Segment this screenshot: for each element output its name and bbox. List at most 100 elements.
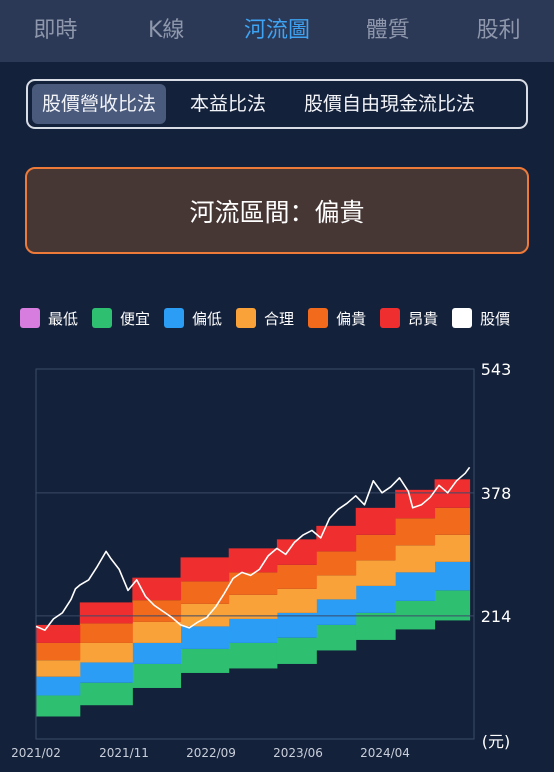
legend-swatch-high	[308, 308, 329, 328]
legend-label-lowest: 最低	[48, 309, 79, 328]
x-axis-ticks: 2021/02 2021/11 2022/09 2023/06 2024/04	[11, 746, 410, 760]
x-tick-label-0: 2021/02	[11, 746, 61, 760]
y-axis-ticks: 543 378 214	[481, 360, 512, 626]
legend-swatch-expensive	[380, 308, 401, 328]
price-line	[35, 466, 471, 632]
band-segment-1-6	[316, 599, 357, 625]
band-segment-4-3	[180, 557, 230, 582]
method-selector: 股價營收比法 本益比法 股價自由現金流比法	[26, 79, 528, 129]
band-segment-3-1	[79, 623, 133, 643]
band-segment-3-8	[395, 518, 436, 546]
band-segment-0-5	[276, 637, 317, 664]
band-segment-3-6	[316, 551, 357, 576]
x-tick-label-3: 2023/06	[273, 746, 323, 760]
legend-item-fair: 合理	[236, 308, 294, 329]
band-segment-3-7	[355, 534, 396, 561]
tab-dividend[interactable]: 股利	[476, 18, 521, 43]
legend-label-high: 偏貴	[336, 309, 367, 328]
method-price-to-sales[interactable]: 股價營收比法	[32, 84, 167, 124]
band-segment-4-0	[36, 624, 81, 643]
band-segment-1-2	[132, 642, 182, 664]
band-segment-4-7	[355, 507, 396, 535]
band-segment-1-7	[355, 585, 396, 613]
chart-legend: 最低 便宜 偏低 合理 偏貴 昂貴 股價	[20, 306, 524, 330]
legend-item-expensive: 昂貴	[380, 308, 438, 329]
band-segment-0-1	[79, 682, 133, 706]
legend-label-low: 偏低	[192, 309, 223, 328]
band-segment-3-3	[180, 581, 230, 604]
band-segment-2-9	[434, 534, 471, 562]
band-segment-4-4	[228, 548, 278, 573]
y-tick-label-2: 214	[481, 607, 512, 626]
band-segment-0-8	[395, 600, 436, 630]
band-segment-0-6	[316, 624, 357, 651]
legend-label-price: 股價	[480, 309, 511, 328]
band-segment-2-5	[276, 588, 317, 613]
tab-realtime[interactable]: 即時	[33, 18, 78, 43]
legend-item-lowest: 最低	[20, 308, 78, 329]
y-tick-label-0: 543	[481, 360, 512, 379]
band-segment-0-9	[434, 590, 471, 621]
band-segment-1-1	[79, 662, 133, 683]
legend-item-low: 偏低	[164, 308, 222, 329]
band-segment-4-2	[132, 577, 182, 601]
plot-border	[35, 368, 475, 740]
band-segment-2-6	[316, 575, 357, 600]
band-segment-1-4	[228, 618, 278, 643]
band-segment-2-7	[355, 560, 396, 586]
legend-label-cheap: 便宜	[120, 309, 151, 328]
band-segment-0-7	[355, 612, 396, 640]
band-segment-2-1	[79, 642, 133, 663]
legend-swatch-price	[452, 308, 473, 328]
band-segment-3-2	[132, 600, 182, 622]
tab-kline[interactable]: K線	[147, 18, 185, 43]
river-bands	[36, 479, 471, 717]
band-segment-2-8	[395, 545, 436, 573]
band-segment-0-2	[132, 663, 182, 688]
band-segment-3-5	[276, 564, 317, 589]
band-segment-2-2	[132, 621, 182, 643]
band-segment-1-5	[276, 612, 317, 638]
top-nav: 即時 K線 河流圖 體質 股利	[0, 0, 554, 62]
legend-swatch-fair	[236, 308, 257, 328]
band-segment-3-9	[434, 507, 471, 535]
price-series	[35, 466, 471, 632]
tab-river-chart[interactable]: 河流圖	[243, 18, 310, 43]
method-price-to-fcf[interactable]: 股價自由現金流比法	[304, 93, 476, 115]
band-segment-1-8	[395, 572, 436, 601]
plot-frame	[35, 368, 475, 740]
legend-swatch-low	[164, 308, 185, 328]
band-segment-2-0	[36, 660, 81, 677]
band-segment-3-0	[36, 642, 81, 661]
x-tick-label-4: 2024/04	[360, 746, 410, 760]
legend-swatch-cheap	[92, 308, 113, 328]
band-segment-1-0	[36, 676, 81, 696]
x-tick-label-1: 2021/11	[99, 746, 149, 760]
band-segment-1-3	[180, 626, 230, 649]
legend-item-price: 股價	[452, 308, 510, 329]
band-segment-3-4	[228, 572, 278, 595]
y-axis-unit: (元)	[482, 732, 511, 751]
y-tick-label-1: 378	[481, 484, 512, 503]
band-segment-1-9	[434, 561, 471, 591]
x-tick-label-2: 2022/09	[186, 746, 236, 760]
band-segment-4-8	[395, 489, 436, 519]
legend-item-cheap: 便宜	[92, 308, 150, 329]
river-zone-text: 河流區間：偏貴	[189, 197, 365, 227]
band-segment-4-1	[79, 602, 133, 624]
band-segment-4-6	[316, 525, 357, 552]
river-zone-banner: 河流區間：偏貴	[25, 167, 529, 254]
band-segment-2-4	[228, 594, 278, 619]
band-segment-4-9	[434, 479, 471, 508]
legend-item-high: 偏貴	[308, 308, 366, 329]
legend-label-expensive: 昂貴	[408, 309, 439, 328]
band-segment-2-3	[180, 603, 230, 627]
band-segment-0-0	[36, 695, 81, 717]
band-segment-0-3	[180, 648, 230, 673]
legend-swatch-lowest	[20, 308, 40, 328]
band-segment-0-4	[228, 642, 278, 669]
method-pe-ratio[interactable]: 本益比法	[190, 93, 267, 115]
tab-fundamentals[interactable]: 體質	[365, 18, 410, 43]
legend-label-fair: 合理	[264, 309, 295, 328]
